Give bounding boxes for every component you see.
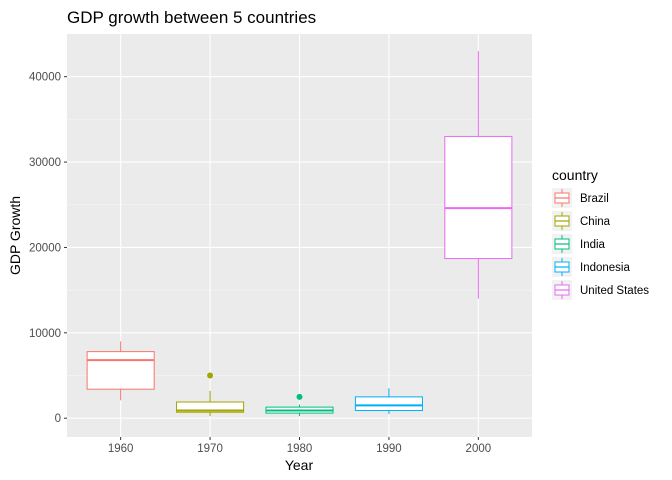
x-tick-label: 1990 — [376, 443, 402, 455]
legend-label: Indonesia — [580, 262, 630, 274]
legend-label: China — [580, 216, 611, 228]
boxplot — [265, 393, 334, 417]
x-tick-label: 2000 — [466, 443, 492, 455]
chart-title: GDP growth between 5 countries — [67, 8, 316, 27]
boxplot — [176, 372, 245, 417]
boxplot — [86, 341, 155, 401]
legend-item: United States — [552, 280, 649, 300]
box — [354, 396, 423, 412]
legend-title: country — [552, 167, 598, 183]
y-axis: 0 10000 20000 30000 40000 — [29, 72, 67, 425]
outlier-point — [207, 372, 214, 379]
legend-item: Brazil — [552, 188, 609, 208]
legend-item: Indonesia — [552, 257, 630, 277]
y-tick-label: 30000 — [29, 157, 61, 169]
boxplots — [86, 51, 513, 417]
box — [176, 401, 245, 413]
legend-label: India — [580, 239, 606, 251]
legend: country Brazil China India Indonesia United … — [552, 167, 649, 300]
x-tick-label: 1980 — [287, 443, 313, 455]
x-tick-label: 1970 — [197, 443, 223, 455]
legend-label: Brazil — [580, 193, 609, 205]
x-axis-title: Year — [285, 457, 314, 473]
legend-label: United States — [580, 285, 649, 297]
box — [444, 135, 513, 260]
y-tick-label: 10000 — [29, 328, 61, 340]
legend-item: China — [552, 211, 611, 231]
y-tick-label: 0 — [55, 413, 61, 425]
x-axis: 1960 1970 1980 1990 2000 — [108, 437, 491, 455]
y-axis-title: GDP Growth — [7, 196, 23, 275]
x-tick-label: 1960 — [108, 443, 134, 455]
y-tick-label: 40000 — [29, 72, 61, 84]
box — [86, 351, 155, 390]
y-tick-label: 20000 — [29, 242, 61, 254]
boxplot — [354, 388, 423, 414]
boxplot — [444, 51, 513, 299]
legend-item: India — [552, 234, 606, 254]
outlier-point — [296, 393, 303, 400]
